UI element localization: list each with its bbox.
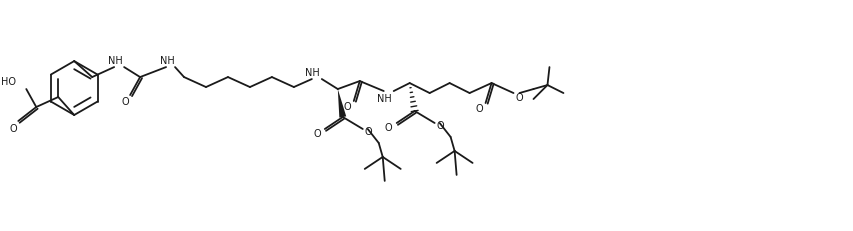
Text: O: O bbox=[364, 126, 372, 136]
Text: O: O bbox=[475, 103, 483, 113]
Text: O: O bbox=[385, 122, 392, 132]
Text: O: O bbox=[344, 102, 351, 112]
Text: HO: HO bbox=[2, 77, 16, 87]
Text: O: O bbox=[515, 93, 523, 103]
Text: O: O bbox=[9, 123, 17, 133]
Text: NH: NH bbox=[377, 94, 392, 103]
Text: NH: NH bbox=[305, 68, 320, 78]
Text: NH: NH bbox=[160, 56, 174, 66]
Text: O: O bbox=[121, 97, 129, 106]
Text: NH: NH bbox=[107, 56, 122, 66]
Text: O: O bbox=[437, 120, 444, 131]
Polygon shape bbox=[338, 90, 345, 118]
Text: O: O bbox=[313, 128, 320, 138]
